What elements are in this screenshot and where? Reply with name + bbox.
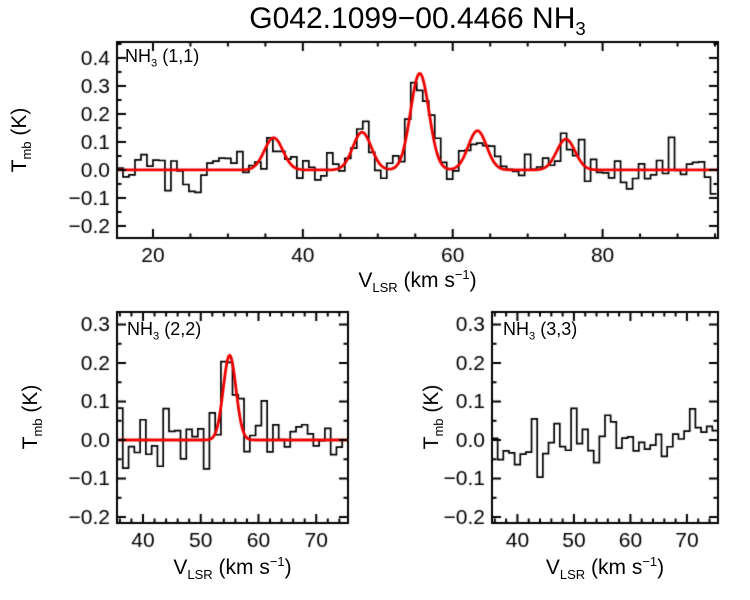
panel-annotation-nh3-3-3: NH3 (3,3) xyxy=(503,319,578,343)
panel-annotation-nh3-2-2: NH3 (2,2) xyxy=(127,319,202,343)
page-title: G042.1099−00.4466 NH3 xyxy=(117,2,718,39)
x-axis-label-top-panel: VLSR (km s−1) xyxy=(358,267,477,296)
panel-annotation-nh3-1-1: NH3 (1,1) xyxy=(125,46,200,70)
x-axis-label-bottom-left-panel: VLSR (km s−1) xyxy=(173,554,292,583)
title-subscript: 3 xyxy=(575,18,586,39)
title-text: G042.1099−00.4466 NH xyxy=(249,2,576,35)
x-axis-label-bottom-right-panel: VLSR (km s−1) xyxy=(545,554,665,583)
